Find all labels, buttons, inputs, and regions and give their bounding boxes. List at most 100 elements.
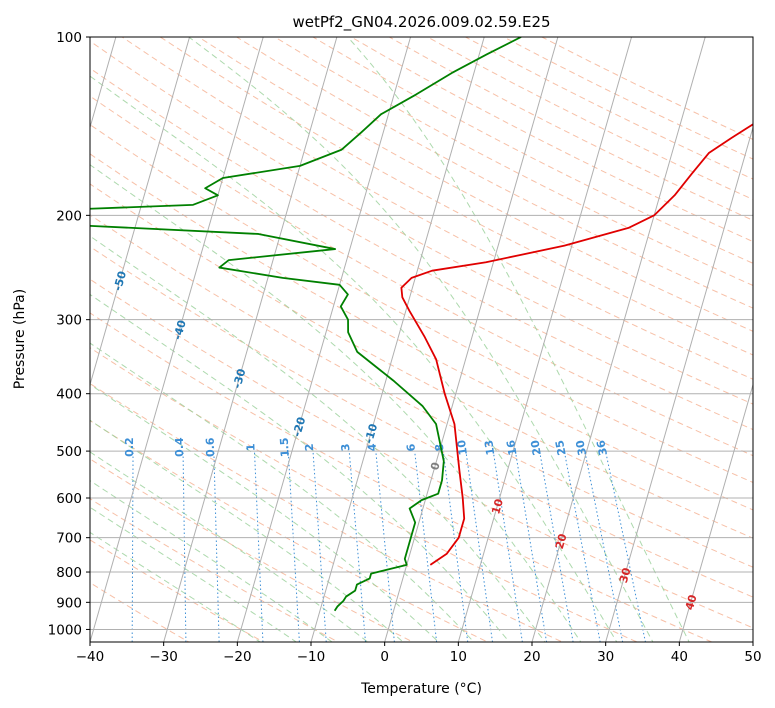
isotherm-label: -20 [290,415,308,438]
mixing-ratio-line [312,451,327,642]
y-tick-label: 700 [56,531,82,547]
mixing-ratio-line [465,451,494,642]
mixing-ratio-label: 30 [573,439,589,457]
mixing-ratio-line [253,451,264,642]
isotherm-gridline [236,37,412,642]
isotherm-label: -70 [0,172,10,195]
y-tick-label: 900 [56,595,82,611]
isotherm-gridline [90,37,264,642]
dry-adiabat [235,37,753,309]
mixing-ratio-label: 20 [528,439,543,457]
isotherm-label: -10 [362,422,380,445]
x-tick-label: 50 [744,649,761,665]
dry-adiabat [197,37,753,332]
mixing-ratio-label: 8 [433,443,447,452]
mixing-ratio-label: 0.4 [173,437,186,457]
isotherm-label: 30 [617,566,634,585]
dry-adiabat [90,498,340,642]
dry-adiabat [426,37,753,201]
x-tick-label: 0 [380,649,389,665]
mixing-ratio-line [348,451,366,642]
mixing-ratio-label: 1 [244,443,257,451]
dry-adiabat [90,312,713,642]
y-axis-label: Pressure (hPa) [12,289,28,389]
x-tick-label: 40 [671,649,688,665]
dry-adiabat [350,37,753,243]
moist-adiabat [90,342,475,642]
moist-adiabat [90,506,298,642]
mixing-ratio-label: 16 [504,439,519,457]
mixing-ratio-line [287,451,300,642]
isotherm-label: 40 [683,593,700,612]
mixing-ratio-label: 1.5 [278,437,292,457]
moist-adiabat [90,480,333,642]
mixing-ratio-line [375,451,395,642]
dry-adiabat [90,153,753,511]
mixing-ratio-label: 25 [553,439,569,456]
y-tick-label: 500 [56,444,82,460]
mixing-ratio-label: 2 [303,443,317,452]
moist-adiabat [90,451,369,642]
dry-adiabat [90,278,753,629]
dry-adiabat [90,214,753,568]
dry-adiabat [90,458,415,642]
mixing-ratio-label: 3 [339,443,353,452]
mixing-ratio-label: 13 [482,439,497,456]
dry-adiabat [159,37,753,356]
dry-adiabat [90,245,753,598]
isotherm-gridline [678,382,753,642]
mixing-ratio-line [182,451,187,642]
dry-adiabat [90,67,753,431]
isotherm-gridline [163,37,338,642]
moist-adiabat [347,37,690,642]
isotherm-gridline [384,37,559,642]
isotherm-gridline [457,37,633,642]
mixing-ratio-label: 10 [455,439,470,456]
dry-adiabat [90,124,753,483]
x-tick-label: 30 [597,649,614,665]
mixing-ratio-line [514,451,548,642]
mixing-ratio-line [605,451,646,642]
isotherm-label: -40 [171,318,189,341]
isotherm-gridline [531,37,706,642]
x-tick-label: −10 [297,649,326,665]
isotherm-gridline [310,37,485,642]
mixing-ratio-label: 4 [365,443,379,452]
dry-adiabat [540,37,753,140]
dry-adiabat [90,40,753,405]
plot-frame [89,36,754,643]
dry-adiabat [121,37,753,380]
y-tick-label: 100 [56,30,82,46]
moist-adiabat [90,235,546,642]
isotherm-label: 10 [489,497,506,516]
y-tick-label: 200 [56,208,82,224]
mixing-ratio-label: 36 [594,439,610,457]
mixing-ratio-line [82,451,87,654]
dry-adiabat [90,347,639,642]
y-tick-label: 400 [56,387,82,403]
x-tick-label: 20 [523,649,540,665]
dry-adiabat [502,37,753,160]
dry-adiabat [273,37,753,287]
isotherm-label: -30 [231,367,249,390]
isotherm-label: 20 [553,532,570,551]
mixing-ratio-label: 6 [404,443,418,452]
dewpoint-profile-line [90,37,522,612]
mixing-ratio-line [584,451,624,642]
mixing-ratio-label: 0.2 [123,437,136,457]
moist-adiabat [90,383,440,642]
dry-adiabat [90,382,564,642]
mixing-ratio-line [131,451,134,642]
isotherm-gridline [605,125,753,642]
y-tick-label: 800 [56,565,82,581]
y-tick-label: 600 [56,491,82,507]
x-tick-label: −30 [149,649,178,665]
isotherm-label: 0 [428,460,443,471]
isotherm-gridline [90,37,191,387]
x-tick-label: −20 [223,649,252,665]
dry-adiabat [90,95,753,457]
isotherm-gridline [752,640,753,642]
moist-adiabat [188,37,654,642]
x-axis-label: Temperature (°C) [360,681,482,697]
